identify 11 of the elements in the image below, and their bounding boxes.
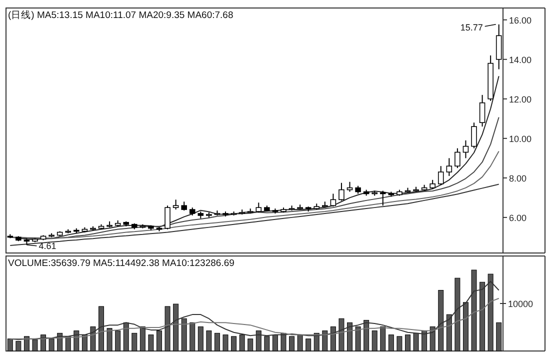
- annotation: 4.61: [38, 240, 56, 251]
- annotation: 15.77: [460, 22, 483, 32]
- chart-title: VOLUME:35639.79 MA5:114492.38 MA10:123286.69: [8, 258, 234, 269]
- text: 10000: [508, 299, 534, 309]
- chart-title: (日线) MA5:13.15 MA10:11.07 MA20:9.35 MA60:7.68: [8, 9, 234, 21]
- y-tick-label: 16.00: [509, 15, 532, 26]
- y-tick-label: 8.00: [509, 173, 527, 184]
- y-tick-label: 14.00: [509, 54, 532, 65]
- y-tick-label: 10.00: [509, 134, 532, 144]
- y-tick-label: 12.00: [509, 94, 532, 104]
- y-tick-label: 6.00: [509, 212, 527, 223]
